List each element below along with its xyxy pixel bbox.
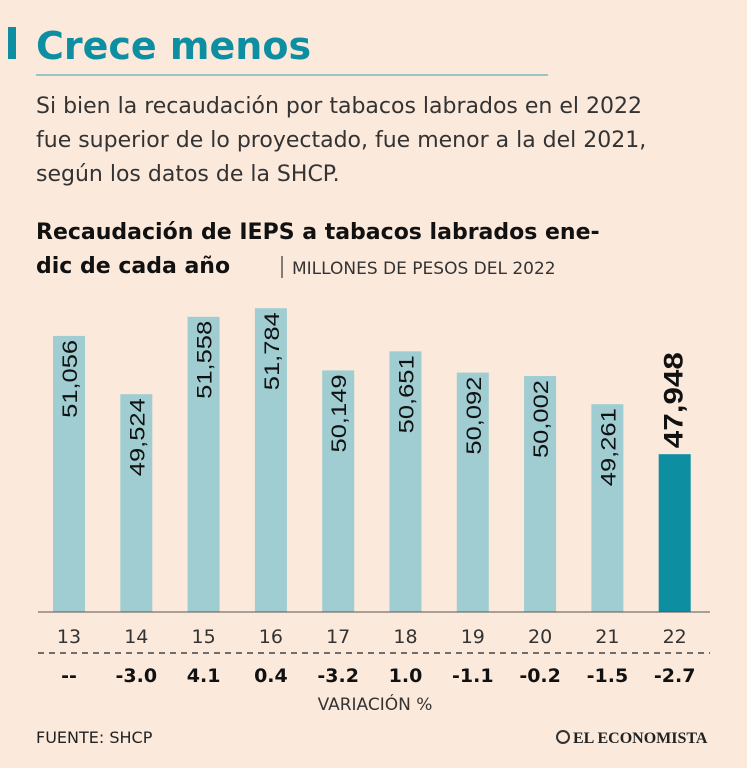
- bar: [322, 370, 355, 612]
- bar: [591, 404, 624, 612]
- variation-title: VARIACIÓN %: [318, 693, 433, 715]
- subtitle-line: según los datos de la SHCP.: [36, 162, 340, 187]
- subtitle-line: Si bien la recaudación por tabacos labra…: [36, 94, 642, 119]
- x-tick-label: 15: [192, 626, 216, 648]
- variation-label: --: [61, 665, 77, 687]
- bar: [53, 335, 85, 612]
- value-label: 51,558: [194, 321, 217, 399]
- bar: [254, 308, 287, 612]
- x-tick-label: 16: [259, 626, 283, 648]
- variation-label: -1.1: [452, 665, 494, 687]
- variation-label: -3.0: [116, 665, 158, 687]
- chart-title: Recaudación de IEPS a tabacos labrados e…: [36, 220, 600, 279]
- bar: [456, 372, 489, 612]
- bar: [187, 316, 220, 612]
- value-label: 50,651: [396, 355, 419, 433]
- value-label: 49,261: [597, 408, 620, 486]
- bar: [658, 454, 691, 612]
- x-tick-label: 13: [57, 626, 81, 648]
- value-label: 47,948: [659, 352, 689, 448]
- value-label: 49,524: [126, 398, 149, 476]
- units: MILLONES DE PESOS DEL 2022: [292, 259, 556, 279]
- x-tick-label: 17: [326, 626, 350, 648]
- x-tick-label: 20: [528, 626, 552, 648]
- logo-icon: [556, 730, 570, 744]
- title: Crece menos: [36, 24, 311, 68]
- variation-label: 1.0: [389, 665, 423, 687]
- variation-label: 0.4: [254, 665, 288, 687]
- value-label: 51,784: [261, 312, 284, 390]
- x-tick-label: 14: [124, 626, 148, 648]
- chart-title-line: Recaudación de IEPS a tabacos labrados e…: [36, 220, 600, 245]
- variation-label: -1.5: [587, 665, 629, 687]
- x-tick-label: 21: [595, 626, 619, 648]
- subtitle: Si bien la recaudación por tabacos labra…: [36, 94, 646, 187]
- logo: EL ECONOMISTA: [573, 730, 708, 747]
- x-tick-label: 19: [461, 626, 485, 648]
- bar: [389, 351, 422, 612]
- bar: [120, 394, 153, 612]
- title-accent: [8, 27, 16, 59]
- subtitle-line: fue superior de lo proyectado, fue menor…: [36, 128, 646, 153]
- variation-label: -3.2: [317, 665, 359, 687]
- x-tick-label: 22: [663, 626, 687, 648]
- variation-label: -0.2: [519, 665, 561, 687]
- bar: [524, 376, 557, 612]
- value-label: 50,002: [530, 380, 553, 458]
- source: FUENTE: SHCP: [36, 728, 153, 747]
- x-tick-label: 18: [393, 626, 417, 648]
- value-label: 50,092: [463, 377, 486, 455]
- value-label: 51,056: [59, 340, 82, 418]
- value-label: 50,149: [328, 374, 351, 452]
- plot: 51,056 13 -- 49,524 14 -3.0 51,558 15 4.1 51,784 1…: [38, 308, 710, 715]
- variation-label: -2.7: [654, 665, 696, 687]
- chart-title-line: dic de cada año: [36, 254, 230, 279]
- variation-label: 4.1: [187, 665, 221, 687]
